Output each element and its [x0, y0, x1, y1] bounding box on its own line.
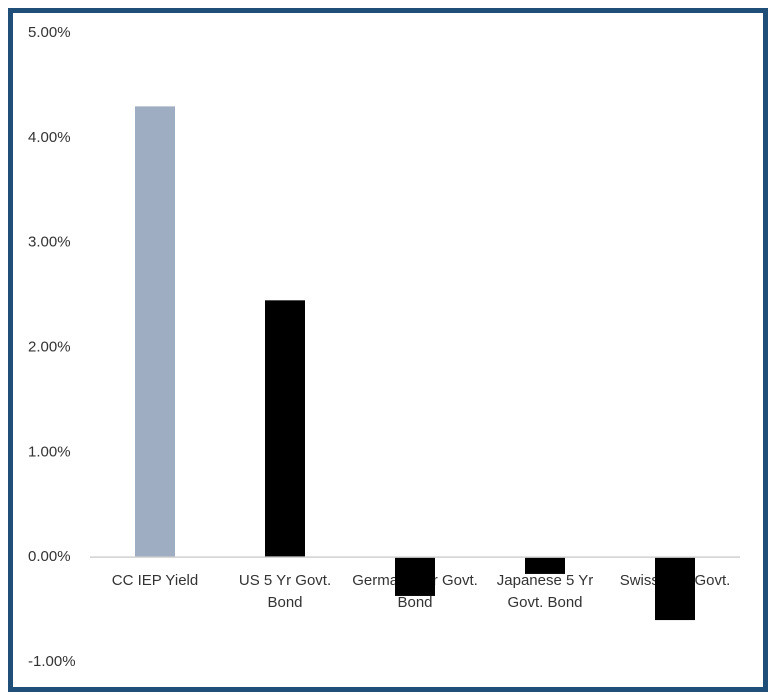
x-tick-label: CC IEP Yield	[111, 572, 199, 590]
y-tick-label: 1.00%	[28, 443, 71, 460]
y-tick-label: 2.00%	[28, 338, 71, 355]
y-tick-label: -1.00%	[28, 653, 76, 670]
y-tick-label: 0.00%	[28, 548, 71, 565]
chart-frame	[8, 8, 768, 692]
x-tick-label: Japanese 5 Yr Govt. Bond	[496, 572, 594, 612]
bar	[265, 300, 305, 558]
y-tick-label: 4.00%	[28, 129, 71, 146]
bar	[135, 106, 175, 558]
bar	[525, 557, 565, 574]
y-tick-label: 3.00%	[28, 234, 71, 251]
x-tick-label: US 5 Yr Govt. Bond	[238, 572, 332, 612]
bar	[655, 557, 695, 621]
y-tick-label: 5.00%	[28, 24, 71, 41]
bar	[395, 557, 435, 596]
